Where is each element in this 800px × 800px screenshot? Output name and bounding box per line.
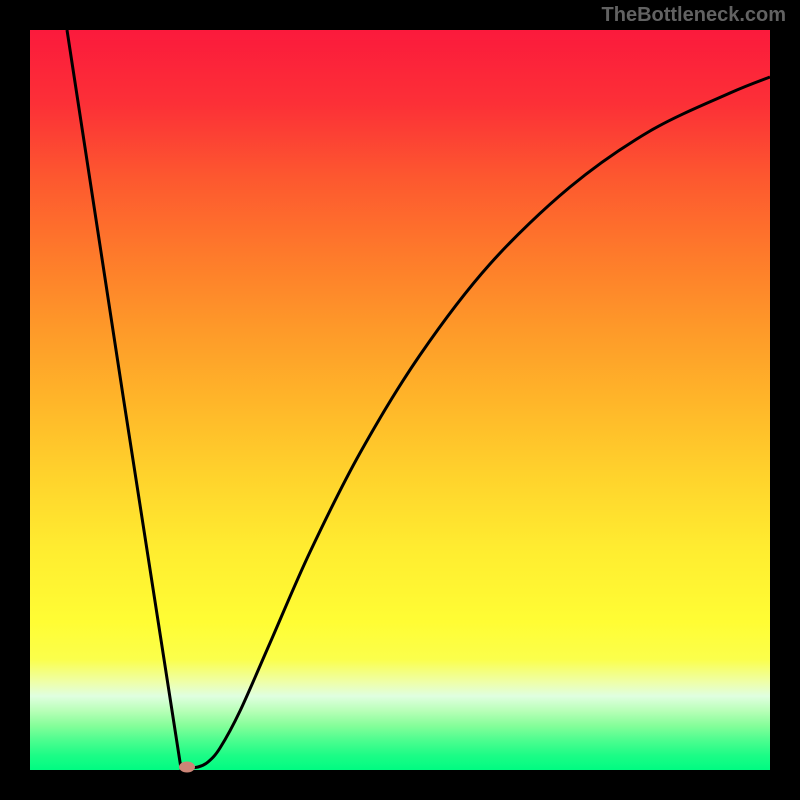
chart-container: TheBottleneck.com	[0, 0, 800, 800]
plot-area	[30, 30, 770, 770]
bottleneck-curve	[30, 30, 770, 770]
optimal-point-marker	[179, 762, 195, 773]
watermark-text: TheBottleneck.com	[602, 4, 786, 27]
